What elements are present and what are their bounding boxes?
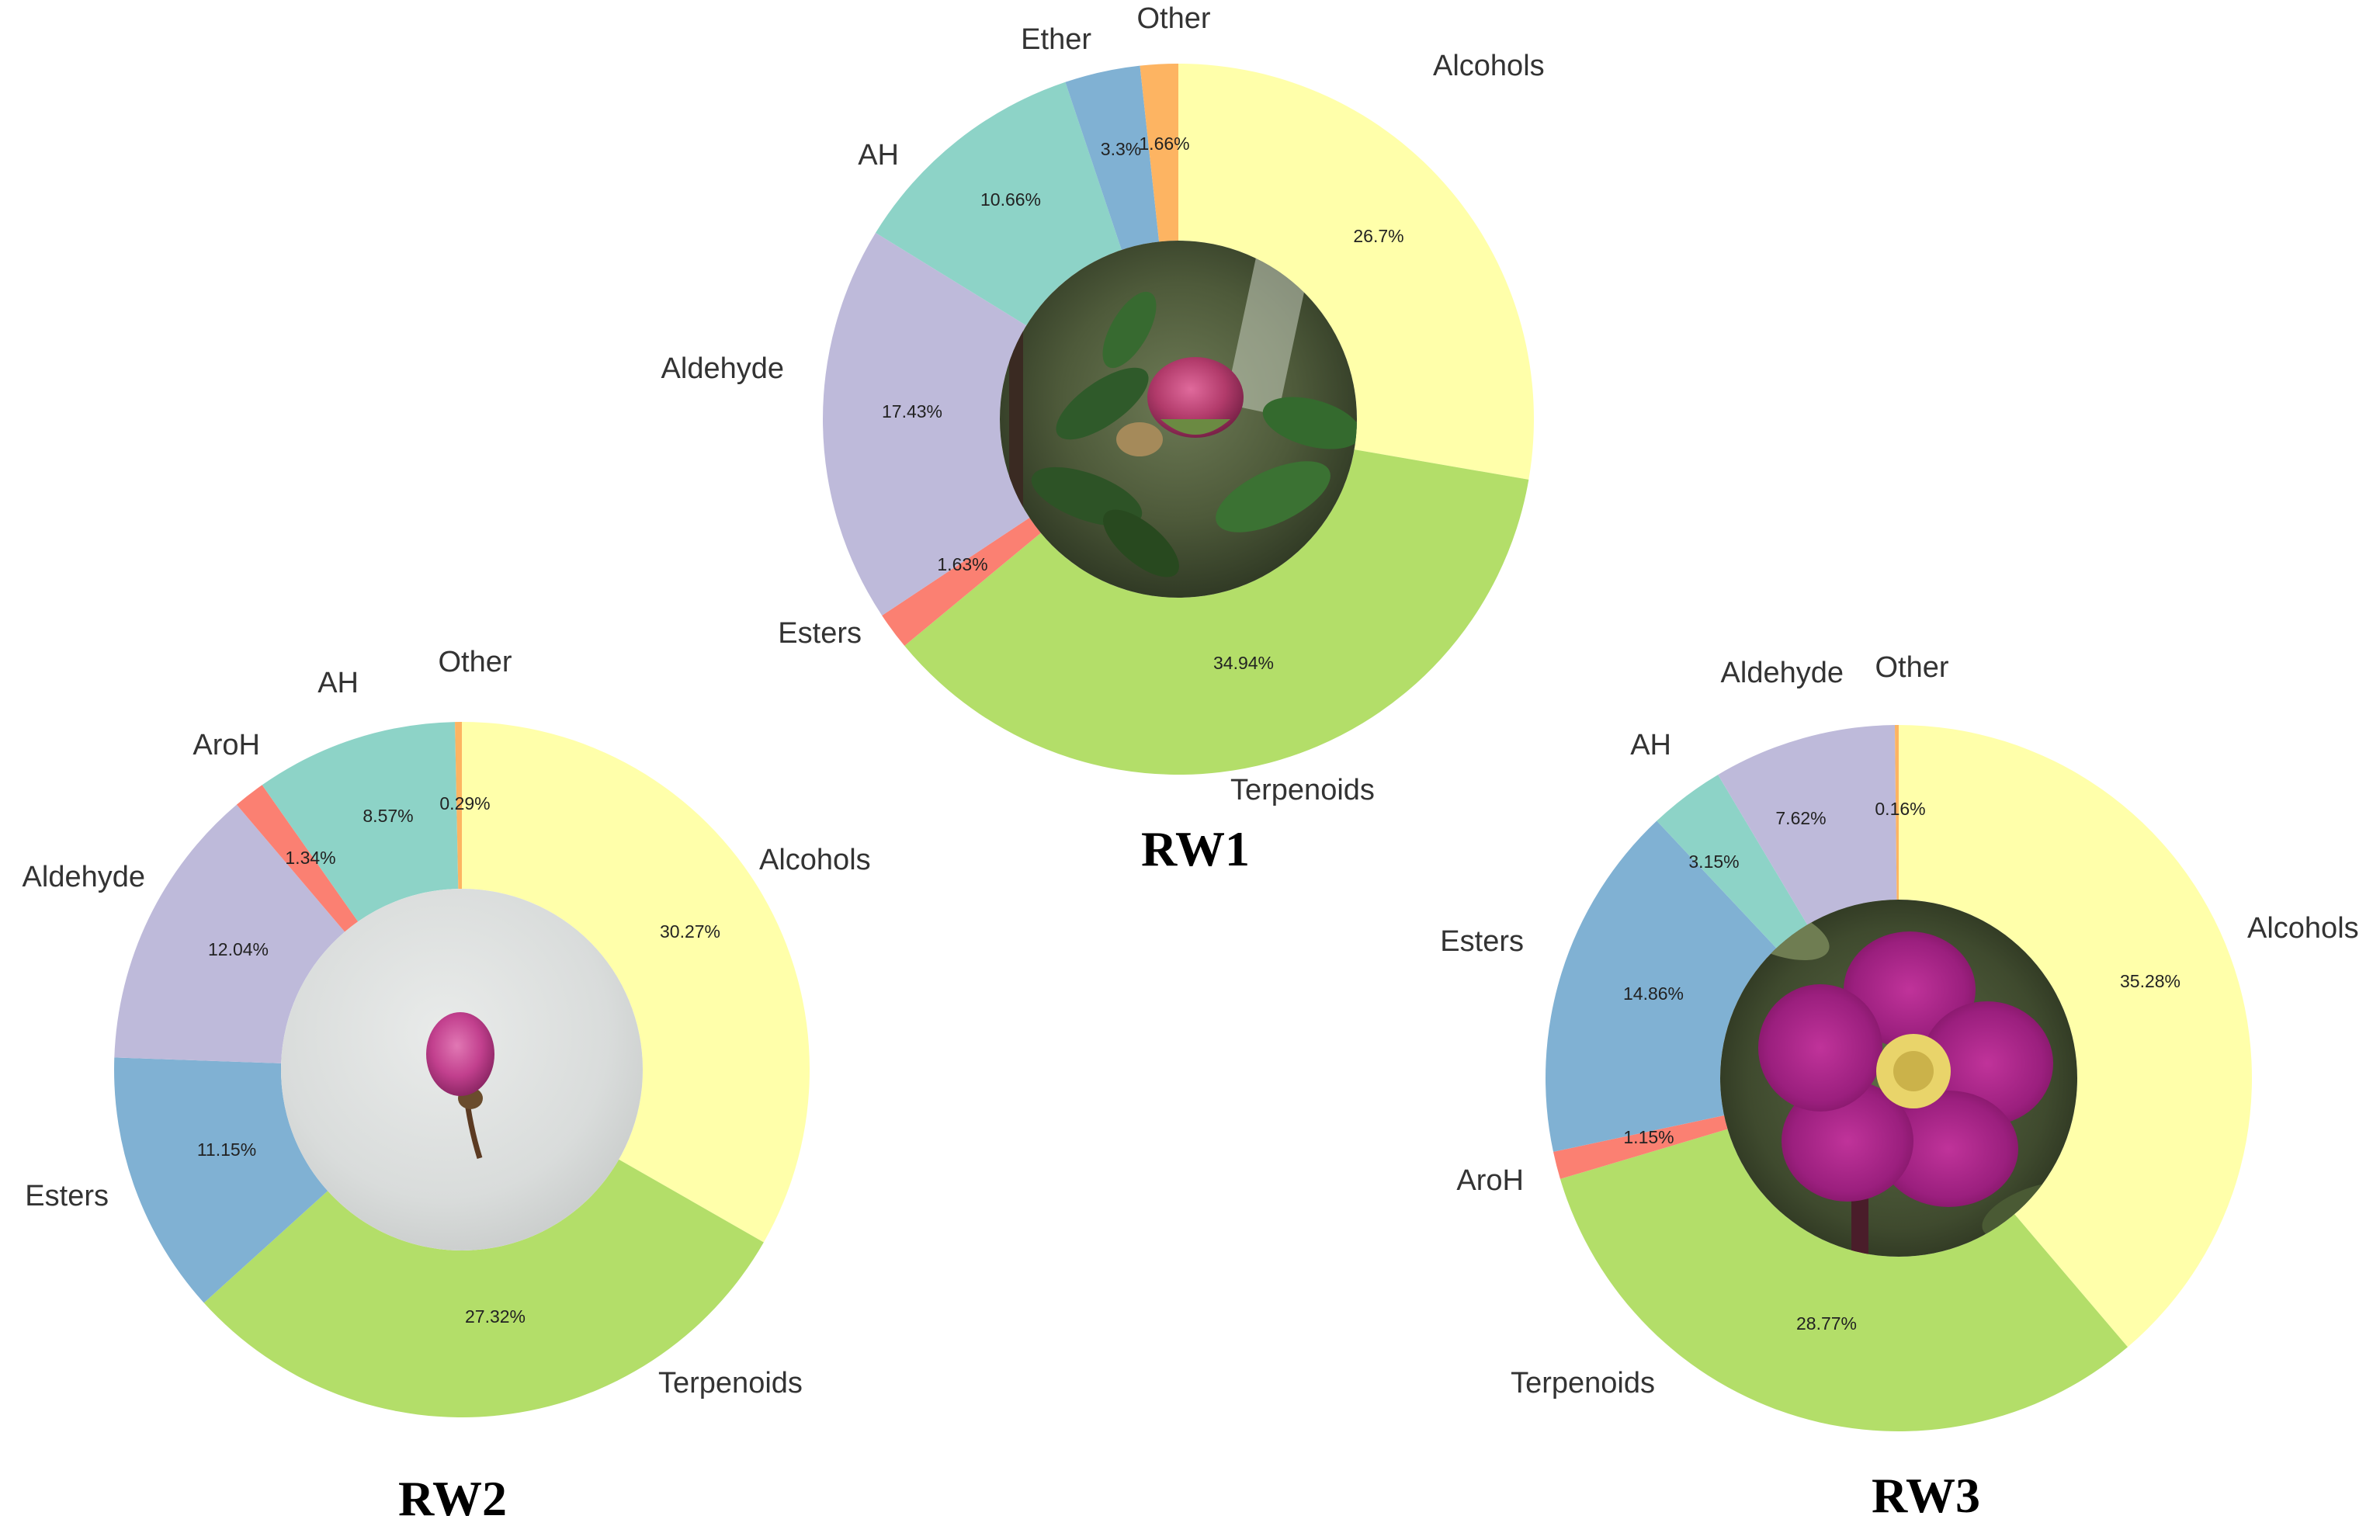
category-label-rw2-ah: AH [317, 667, 359, 699]
slice-rw3-aroh [1553, 1115, 1728, 1179]
slice-rw3-esters [1546, 820, 1777, 1152]
category-label-rw2-alcohols: Alcohols [759, 844, 871, 876]
category-label-rw2-esters: Esters [25, 1180, 109, 1212]
percent-label-rw2-alcohols: 30.27% [660, 921, 720, 942]
percent-label-rw1-alcohols: 26.7% [1353, 226, 1403, 246]
category-label-rw1-esters: Esters [778, 617, 862, 650]
slice-rw2-esters [114, 1057, 328, 1303]
chart-title-rw1: RW1 [1141, 821, 1250, 876]
percent-label-rw2-other: 0.29% [439, 793, 490, 813]
category-label-rw1-ah: AH [858, 139, 899, 172]
donut-chart-rw1 [823, 64, 1534, 775]
open-flower-photo [1720, 900, 2077, 1257]
slice-rw1-ether [1065, 65, 1160, 250]
percent-label-rw3-ah: 3.15% [1688, 852, 1739, 872]
percent-label-rw3-aldehyde: 7.62% [1775, 808, 1826, 828]
slice-rw1-esters [882, 518, 1041, 647]
category-label-rw3-alcohols: Alcohols [2247, 912, 2359, 945]
slice-rw3-other [1894, 725, 1899, 900]
category-label-rw3-other: Other [1875, 651, 1948, 684]
percent-label-rw1-aldehyde: 17.43% [882, 401, 942, 421]
category-label-rw1-aldehyde: Aldehyde [661, 352, 784, 385]
donut-chart-rw3 [1546, 725, 2253, 1432]
category-label-rw2-aldehyde: Aldehyde [23, 861, 145, 893]
category-label-rw1-terpenoids: Terpenoids [1230, 774, 1375, 806]
percent-label-rw3-other: 0.16% [1875, 799, 1925, 819]
donut-chart-rw2 [114, 722, 810, 1418]
category-label-rw1-other: Other [1136, 2, 1210, 35]
picked-bud-photo [281, 889, 643, 1250]
percent-label-rw1-ah: 10.66% [980, 189, 1041, 210]
chart-title-rw3: RW3 [1872, 1468, 1980, 1523]
percent-label-rw2-aldehyde: 12.04% [208, 939, 269, 959]
percent-label-rw1-esters: 1.63% [937, 554, 987, 574]
slice-rw1-other [1140, 64, 1178, 242]
category-label-rw2-terpenoids: Terpenoids [658, 1367, 803, 1400]
slice-rw3-ah [1657, 775, 1808, 949]
slice-rw2-alcohols [462, 722, 810, 1243]
slice-rw3-terpenoids [1559, 1129, 2128, 1432]
category-label-rw3-aroh: AroH [1456, 1164, 1524, 1197]
slice-rw3-alcohols [1899, 725, 2253, 1348]
percent-label-rw2-aroh: 1.34% [285, 848, 335, 868]
category-label-rw3-esters: Esters [1440, 925, 1524, 958]
slice-rw2-aldehyde [114, 804, 345, 1063]
slice-rw3-aldehyde [1718, 725, 1897, 925]
percent-label-rw1-other: 1.66% [1139, 134, 1189, 154]
category-label-rw2-aroh: AroH [193, 729, 260, 761]
percent-label-rw3-aroh: 1.15% [1623, 1127, 1674, 1147]
slice-rw2-other [455, 722, 462, 890]
slice-rw1-alcohols [1178, 64, 1534, 480]
percent-label-rw3-alcohols: 35.28% [2120, 971, 2181, 991]
category-label-rw3-terpenoids: Terpenoids [1511, 1367, 1655, 1400]
percent-label-rw3-terpenoids: 28.77% [1796, 1313, 1857, 1334]
category-label-rw3-aldehyde: Aldehyde [1721, 657, 1844, 689]
percent-label-rw3-esters: 14.86% [1623, 983, 1684, 1004]
percent-label-rw1-terpenoids: 34.94% [1213, 653, 1274, 673]
chart-title-rw2: RW2 [398, 1471, 507, 1526]
slice-rw1-ah [875, 82, 1122, 326]
percent-label-rw2-terpenoids: 27.32% [465, 1306, 526, 1327]
slice-rw2-ah [262, 722, 459, 922]
slice-rw1-terpenoids [904, 449, 1529, 775]
percent-label-rw2-esters: 11.15% [197, 1139, 256, 1160]
rose-bud-photo [1000, 241, 1357, 598]
slice-rw1-aldehyde [823, 232, 1030, 616]
category-label-rw2-other: Other [438, 646, 512, 678]
percent-label-rw2-ah: 8.57% [363, 806, 413, 826]
category-label-rw3-ah: AH [1630, 729, 1671, 761]
slice-rw2-terpenoids [203, 1159, 764, 1418]
percent-label-rw1-ether: 3.3% [1101, 139, 1141, 159]
category-label-rw1-ether: Ether [1021, 23, 1091, 56]
category-label-rw1-alcohols: Alcohols [1433, 50, 1545, 82]
slice-rw2-aroh [236, 785, 359, 932]
